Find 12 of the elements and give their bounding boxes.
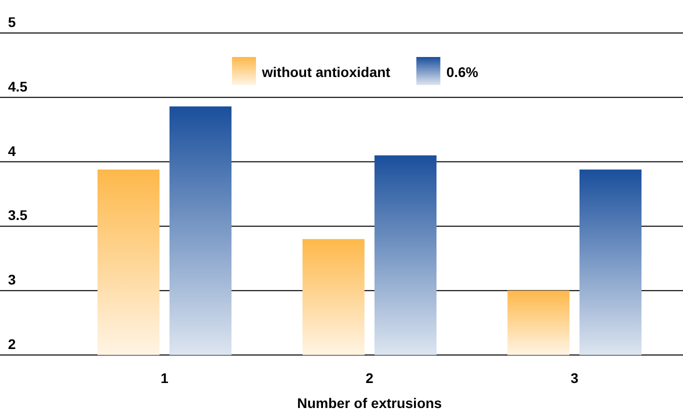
y-tick-label: 2 [8,336,16,352]
y-tick-label: 5 [8,14,16,30]
legend-label: 0.6% [446,64,479,80]
x-axis-title: Number of extrusions [297,395,442,411]
x-tick-label: 3 [570,370,579,386]
x-tick-label: 2 [366,370,374,386]
x-tick-label: 1 [160,370,169,386]
y-tick-label: 4 [8,142,16,159]
y-tick-label: 3 [8,272,16,288]
y-tick-label: 4.5 [8,78,28,94]
y-tick-label: 3.5 [8,207,28,224]
legend-label: without antioxidant [261,64,391,80]
